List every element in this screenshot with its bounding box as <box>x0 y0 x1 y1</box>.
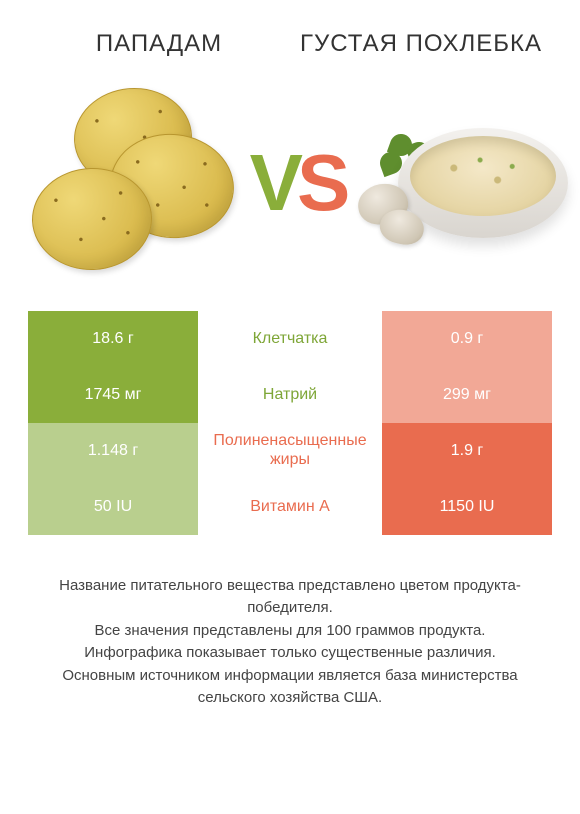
footer-line: Все значения представлены для 100 граммо… <box>28 620 552 643</box>
chowder-illustration <box>358 98 568 268</box>
table-row: 18.6 гКлетчатка0.9 г <box>28 311 552 367</box>
bowl-icon <box>398 128 568 238</box>
left-value: 50 IU <box>28 479 198 535</box>
hero-row: V S <box>28 73 552 293</box>
right-value: 1.9 г <box>382 423 552 479</box>
nutrient-label: Клетчатка <box>198 311 382 367</box>
footer-line: Основным источником информации является … <box>28 665 552 710</box>
comparison-table: 18.6 гКлетчатка0.9 г1745 мгНатрий299 мг1… <box>28 311 552 535</box>
right-value: 1150 IU <box>382 479 552 535</box>
nutrient-label: Полиненасыщенные жиры <box>198 423 382 479</box>
table-row: 1745 мгНатрий299 мг <box>28 367 552 423</box>
footer-notes: Название питательного вещества представл… <box>28 575 552 710</box>
vs-s: S <box>297 137 346 229</box>
nutrient-label: Натрий <box>198 367 382 423</box>
footer-line: Инфографика показывает только существенн… <box>28 642 552 665</box>
papadum-illustration <box>28 88 238 278</box>
nutrient-label: Витамин A <box>198 479 382 535</box>
title-right: ГУСТАЯ ПОХЛЕБКА <box>290 30 552 59</box>
left-value: 1745 мг <box>28 367 198 423</box>
left-value: 18.6 г <box>28 311 198 367</box>
footer-line: Название питательного вещества представл… <box>28 575 552 620</box>
table-row: 50 IUВитамин A1150 IU <box>28 479 552 535</box>
right-value: 0.9 г <box>382 311 552 367</box>
title-left: ПАПАДАМ <box>28 30 290 59</box>
right-value: 299 мг <box>382 367 552 423</box>
titles-row: ПАПАДАМ ГУСТАЯ ПОХЛЕБКА <box>28 30 552 59</box>
left-value: 1.148 г <box>28 423 198 479</box>
vs-v: V <box>250 137 299 229</box>
table-row: 1.148 гПолиненасыщенные жиры1.9 г <box>28 423 552 479</box>
vs-label: V S <box>250 137 347 229</box>
infographic: ПАПАДАМ ГУСТАЯ ПОХЛЕБКА V S 18.6 гКлетча… <box>0 0 580 814</box>
